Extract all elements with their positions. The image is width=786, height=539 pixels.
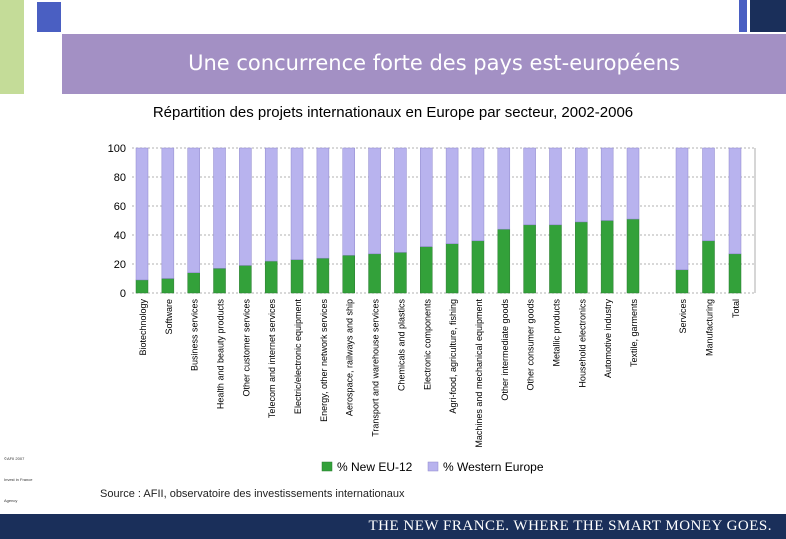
x-tick-label: Automotive industry: [603, 299, 613, 379]
bar-new-eu: [239, 265, 252, 294]
chart-title: Répartition des projets internationaux e…: [152, 104, 634, 121]
bar-new-eu: [290, 259, 304, 294]
x-tick-label: Services: [678, 299, 688, 334]
bar-new-eu: [342, 255, 355, 294]
bar-new-eu: [187, 272, 200, 294]
x-tick-label: Household electronics: [577, 299, 587, 388]
legend-swatch-western-europe: [427, 461, 439, 472]
side-note: ©AFII 2007: [4, 456, 25, 461]
source-note: Source : AFII, observatoire des investis…: [100, 488, 405, 500]
y-tick-label: 20: [114, 259, 126, 271]
bar-new-eu: [675, 269, 689, 294]
bar-western-europe: [264, 147, 278, 262]
bar-new-eu: [549, 224, 562, 294]
x-tick-label: Other consumer goods: [526, 299, 536, 391]
corner-block-blue: [37, 2, 61, 32]
bar-new-eu: [316, 257, 330, 294]
bar-western-europe: [394, 147, 407, 253]
bar-western-europe: [600, 147, 614, 221]
footer-bar: THE NEW FRANCE. WHERE THE SMART MONEY GO…: [0, 514, 786, 539]
bar-new-eu: [600, 220, 614, 294]
bar-new-eu: [728, 253, 742, 294]
x-tick-label: Total: [731, 299, 741, 318]
corner-block-green: [0, 0, 24, 94]
bar-new-eu: [497, 228, 511, 294]
x-tick-label: Biotechnology: [138, 299, 148, 356]
bar-new-eu: [575, 221, 588, 294]
bar-western-europe: [368, 147, 381, 255]
y-tick-label: 100: [108, 143, 126, 155]
y-tick-label: 40: [114, 230, 126, 242]
bar-new-eu: [368, 253, 381, 294]
x-tick-label: Chemicals and plastics: [396, 299, 406, 392]
legend-swatch-new-eu: [321, 461, 333, 472]
footer-tagline: THE NEW FRANCE. WHERE THE SMART MONEY GO…: [368, 518, 772, 534]
side-note: Invest in France: [4, 477, 33, 482]
bar-western-europe: [187, 147, 200, 273]
legend-label-new-eu: % New EU-12: [337, 460, 413, 474]
bar-western-europe: [342, 147, 355, 256]
y-tick-label: 60: [114, 201, 126, 213]
bar-new-eu: [445, 243, 459, 294]
bar-western-europe: [420, 147, 433, 247]
bar-western-europe: [471, 147, 485, 242]
title-bar: Une concurrence forte des pays est-europ…: [62, 34, 786, 94]
x-tick-label: Transport and warehouse services: [371, 299, 381, 437]
bar-western-europe: [213, 147, 226, 269]
x-tick-label: Business services: [190, 299, 200, 372]
y-tick-label: 80: [114, 172, 126, 184]
legend-label-western-europe: % Western Europe: [443, 460, 544, 474]
x-tick-label: Energy, other network services: [319, 299, 329, 422]
x-tick-label: Electronic components: [422, 299, 432, 391]
page-title: Une concurrence forte des pays est-europ…: [188, 51, 680, 75]
bar-western-europe: [675, 147, 689, 271]
bar-western-europe: [549, 147, 562, 226]
bar-western-europe: [135, 147, 149, 281]
x-tick-label: Agri-food, agriculture, fishing: [448, 299, 458, 414]
bar-new-eu: [161, 278, 175, 294]
bar-new-eu: [471, 240, 485, 294]
bar-new-eu: [135, 279, 149, 294]
x-tick-label: Textile, garments: [629, 299, 639, 368]
bar-western-europe: [575, 147, 588, 223]
x-tick-label: Metallic products: [551, 299, 561, 367]
bar-western-europe: [161, 147, 175, 279]
bar-western-europe: [626, 147, 640, 220]
bar-western-europe: [728, 147, 742, 255]
bar-western-europe: [290, 147, 304, 260]
x-tick-label: Aerospace, railways and ship: [345, 299, 355, 416]
x-tick-label: Manufacturing: [705, 299, 715, 356]
x-tick-label: Other customer services: [241, 299, 251, 397]
x-tick-label: Other intermediate goods: [500, 299, 510, 401]
stacked-bar-chart: 100 80 60 40 20 0 Biotechnology Software Busines…: [108, 143, 756, 474]
bar-western-europe: [702, 147, 715, 242]
x-tick-label: Telecom and internet services: [267, 299, 277, 419]
bar-new-eu: [264, 260, 278, 294]
bar-western-europe: [316, 147, 330, 259]
x-tick-label: Machines and mechanical equipment: [474, 299, 484, 448]
bar-new-eu: [702, 240, 715, 294]
bar-western-europe: [445, 147, 459, 244]
bar-western-europe: [239, 147, 252, 266]
bar-new-eu: [420, 246, 433, 294]
bar-new-eu: [213, 268, 226, 294]
bar-new-eu: [523, 224, 536, 294]
bar-western-europe: [497, 147, 511, 230]
bar-new-eu: [394, 252, 407, 294]
x-tick-label: Software: [164, 299, 174, 335]
corner-block-blue-right: [739, 0, 747, 32]
bar-western-europe: [523, 147, 536, 226]
y-tick-label: 0: [120, 288, 126, 300]
bar-new-eu: [626, 218, 640, 294]
side-note: Agency: [4, 498, 18, 503]
x-tick-label: Health and beauty products: [216, 299, 226, 410]
x-tick-label: Electric/electronic equipment: [293, 299, 303, 415]
corner-block-navy: [750, 0, 786, 32]
